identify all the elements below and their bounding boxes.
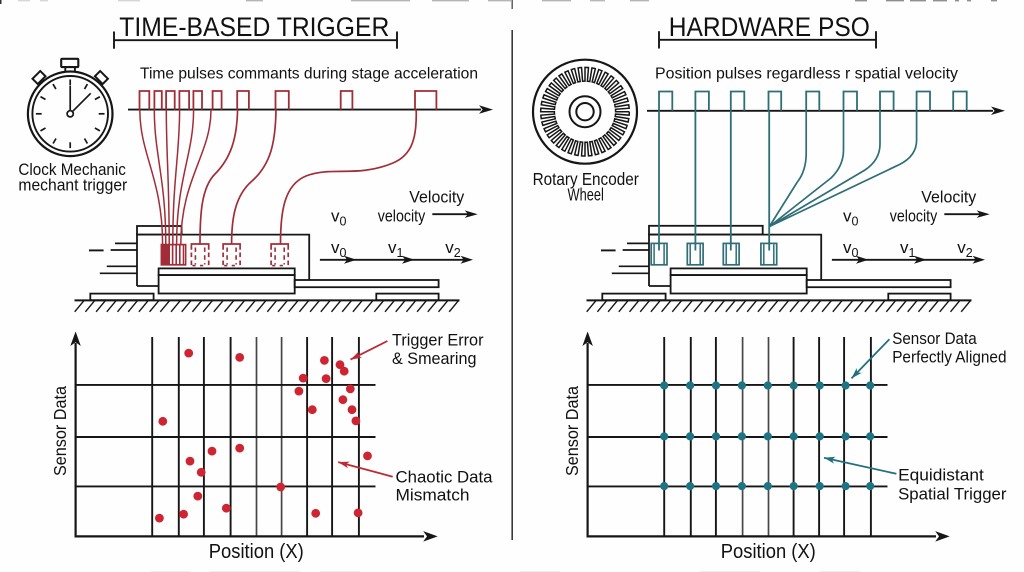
svg-text:Time pulses commants during st: Time pulses commants during stage accele… [140,66,478,83]
svg-text:Clock Mechanic: Clock Mechanic [18,160,126,179]
svg-text:Rotary Encoder: Rotary Encoder [533,169,639,189]
svg-text:Equidistant: Equidistant [898,467,984,485]
svg-text:Trigger Error: Trigger Error [392,331,484,349]
svg-text:Sensor Data: Sensor Data [562,386,582,476]
svg-text:TIME-BASED TRIGGER: TIME-BASED TRIGGER [119,12,389,42]
svg-text:Spatial Trigger: Spatial Trigger [898,486,1007,504]
svg-text:Mismatch: Mismatch [396,487,470,505]
svg-text:Velocity: Velocity [921,189,977,207]
svg-text:Velocity: Velocity [409,189,465,207]
svg-text:mechant trigger: mechant trigger [18,176,127,195]
svg-text:HARDWARE PSO: HARDWARE PSO [669,12,870,42]
svg-text:Wheel: Wheel [568,185,604,205]
svg-text:& Smearing: & Smearing [392,350,477,368]
svg-text:velocity: velocity [378,208,426,226]
svg-text:Sensor Data: Sensor Data [50,386,70,476]
svg-text:Position pulses regardless r s: Position pulses regardless r spatial vel… [655,66,958,83]
svg-text:velocity: velocity [890,208,938,226]
svg-text:Position (X): Position (X) [721,541,816,563]
svg-text:Sensor Data: Sensor Data [892,330,977,348]
svg-text:Perfectly Aligned: Perfectly Aligned [892,349,1006,367]
svg-text:Position (X): Position (X) [209,541,304,563]
svg-text:Chaotic Data: Chaotic Data [396,468,494,486]
